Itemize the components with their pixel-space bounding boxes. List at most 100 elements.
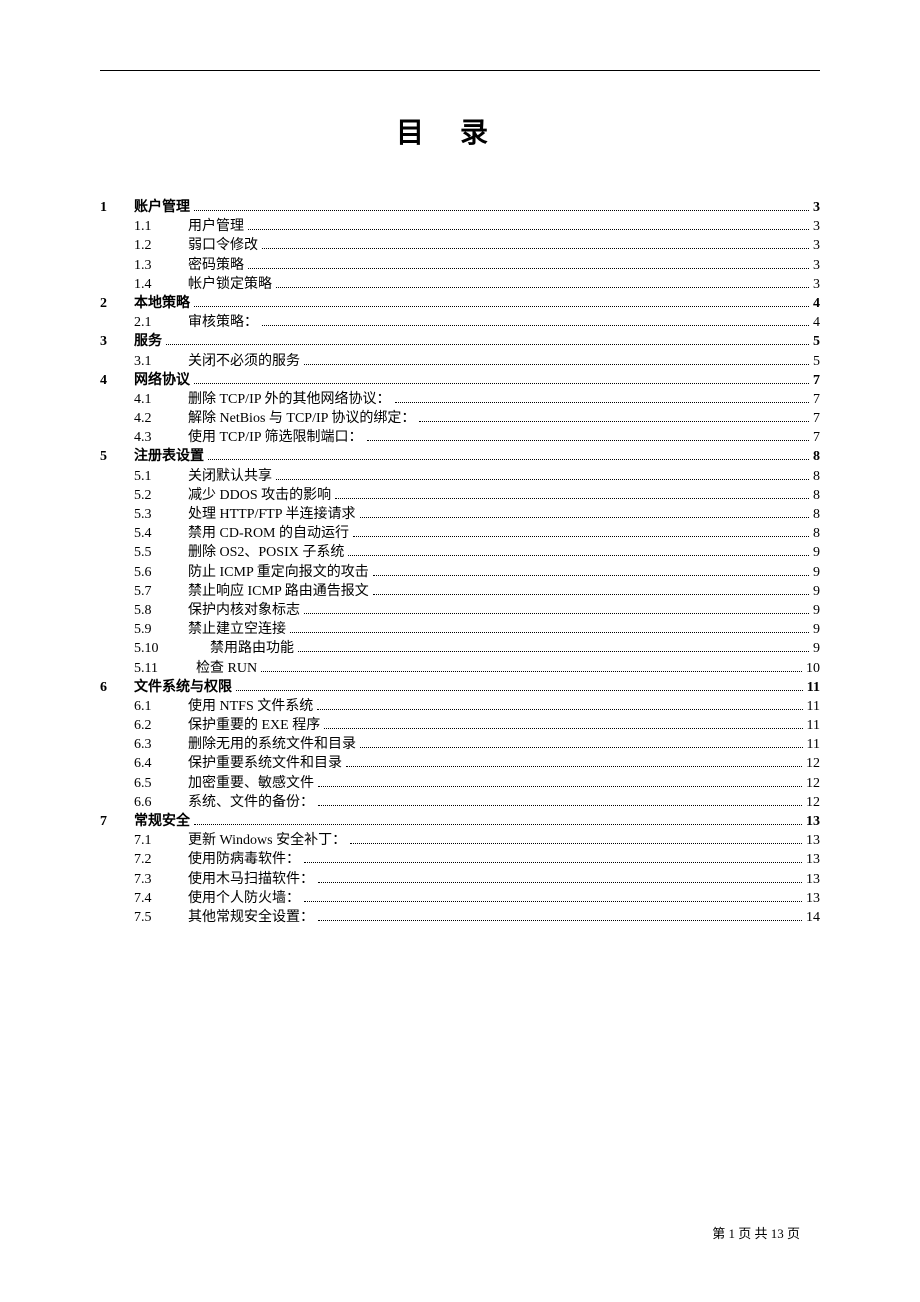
subsection-page-number: 11 bbox=[807, 719, 820, 733]
subsection-page-number: 13 bbox=[806, 892, 820, 906]
footer-mid: 页 共 bbox=[735, 1226, 771, 1241]
toc-subsection-row: 6.3删除无用的系统文件和目录11 bbox=[100, 738, 820, 752]
subsection-page-number: 9 bbox=[813, 566, 820, 580]
toc-section-row: 5注册表设置8 bbox=[100, 450, 820, 464]
subsection-title: 保护重要系统文件和目录 bbox=[188, 757, 342, 771]
toc-subsection-row: 6.6系统、文件的备份：12 bbox=[100, 796, 820, 810]
subsection-number: 5.7 bbox=[134, 585, 188, 599]
subsection-page-number: 8 bbox=[813, 508, 820, 522]
subsection-number: 1.1 bbox=[134, 220, 188, 234]
toc-subsection-row: 7.5其他常规安全设置：14 bbox=[100, 911, 820, 925]
subsection-number: 6.5 bbox=[134, 777, 188, 791]
subsection-page-number: 9 bbox=[813, 642, 820, 656]
subsection-page-number: 8 bbox=[813, 470, 820, 484]
leader-dots bbox=[261, 662, 802, 672]
subsection-number: 4.1 bbox=[134, 393, 188, 407]
section-page-number: 5 bbox=[813, 335, 820, 349]
section-title: 常规安全 bbox=[134, 815, 190, 829]
subsection-number: 7.1 bbox=[134, 834, 188, 848]
subsection-number: 5.9 bbox=[134, 623, 188, 637]
leader-dots bbox=[373, 566, 809, 576]
subsection-title: 使用木马扫描软件： bbox=[188, 873, 314, 887]
section-number: 3 bbox=[100, 335, 134, 349]
subsection-page-number: 10 bbox=[806, 662, 820, 676]
toc-subsection-row: 6.1使用 NTFS 文件系统11 bbox=[100, 700, 820, 714]
subsection-number: 3.1 bbox=[134, 355, 188, 369]
subsection-page-number: 12 bbox=[806, 777, 820, 791]
subsection-title: 减少 DDOS 攻击的影响 bbox=[188, 489, 331, 503]
leader-dots bbox=[276, 278, 809, 288]
footer-total-pages: 13 bbox=[771, 1226, 784, 1241]
table-of-contents: 1账户管理31.1用户管理31.2弱口令修改31.3密码策略31.4帐户锁定策略… bbox=[100, 201, 820, 925]
leader-dots bbox=[262, 316, 809, 326]
leader-dots bbox=[318, 796, 802, 806]
section-page-number: 11 bbox=[807, 681, 820, 695]
subsection-page-number: 9 bbox=[813, 546, 820, 560]
toc-section-row: 4网络协议7 bbox=[100, 374, 820, 388]
top-rule bbox=[100, 70, 820, 71]
leader-dots bbox=[166, 336, 809, 346]
subsection-number: 1.2 bbox=[134, 239, 188, 253]
leader-dots bbox=[317, 700, 802, 710]
subsection-page-number: 7 bbox=[813, 393, 820, 407]
toc-subsection-row: 1.3密码策略3 bbox=[100, 259, 820, 273]
section-title: 账户管理 bbox=[134, 201, 190, 215]
subsection-page-number: 9 bbox=[813, 623, 820, 637]
toc-subsection-row: 4.3使用 TCP/IP 筛选限制端口：7 bbox=[100, 431, 820, 445]
toc-subsection-row: 5.5删除 OS2、POSIX 子系统 9 bbox=[100, 546, 820, 560]
subsection-title: 防止 ICMP 重定向报文的攻击 bbox=[188, 566, 369, 580]
section-page-number: 3 bbox=[813, 201, 820, 215]
toc-subsection-row: 5.7禁止响应 ICMP 路由通告报文9 bbox=[100, 585, 820, 599]
subsection-page-number: 11 bbox=[807, 738, 820, 752]
subsection-page-number: 7 bbox=[813, 431, 820, 445]
subsection-title: 其他常规安全设置： bbox=[188, 911, 314, 925]
document-page: 目录 1账户管理31.1用户管理31.2弱口令修改31.3密码策略31.4帐户锁… bbox=[0, 0, 920, 1302]
subsection-page-number: 9 bbox=[813, 604, 820, 618]
leader-dots bbox=[348, 547, 809, 557]
section-page-number: 7 bbox=[813, 374, 820, 388]
subsection-title: 禁止建立空连接 bbox=[188, 623, 286, 637]
toc-subsection-row: 7.1更新 Windows 安全补丁： 13 bbox=[100, 834, 820, 848]
subsection-title: 保护重要的 EXE 程序 bbox=[188, 719, 320, 733]
subsection-page-number: 4 bbox=[813, 316, 820, 330]
toc-subsection-row: 6.2保护重要的 EXE 程序11 bbox=[100, 719, 820, 733]
footer-suffix: 页 bbox=[784, 1226, 800, 1241]
subsection-page-number: 11 bbox=[807, 700, 820, 714]
subsection-page-number: 13 bbox=[806, 834, 820, 848]
section-page-number: 13 bbox=[806, 815, 820, 829]
toc-subsection-row: 7.3使用木马扫描软件：13 bbox=[100, 873, 820, 887]
toc-subsection-row: 7.4使用个人防火墙：13 bbox=[100, 892, 820, 906]
subsection-number: 5.1 bbox=[134, 470, 188, 484]
subsection-title: 更新 Windows 安全补丁： bbox=[188, 834, 346, 848]
leader-dots bbox=[373, 585, 809, 595]
subsection-number: 7.3 bbox=[134, 873, 188, 887]
page-title: 目录 bbox=[100, 111, 820, 151]
subsection-number: 1.4 bbox=[134, 278, 188, 292]
subsection-title: 用户管理 bbox=[188, 220, 244, 234]
subsection-title: 系统、文件的备份： bbox=[188, 796, 314, 810]
leader-dots bbox=[194, 374, 809, 384]
section-title: 注册表设置 bbox=[134, 450, 204, 464]
subsection-page-number: 9 bbox=[813, 585, 820, 599]
leader-dots bbox=[298, 643, 809, 653]
section-number: 6 bbox=[100, 681, 134, 695]
subsection-number: 2.1 bbox=[134, 316, 188, 330]
subsection-title: 解除 NetBios 与 TCP/IP 协议的绑定： bbox=[188, 412, 415, 426]
subsection-page-number: 3 bbox=[813, 239, 820, 253]
toc-subsection-row: 5.4禁用 CD-ROM 的自动运行8 bbox=[100, 527, 820, 541]
toc-subsection-row: 5.2减少 DDOS 攻击的影响8 bbox=[100, 489, 820, 503]
toc-subsection-row: 5.10禁用路由功能9 bbox=[100, 642, 820, 656]
toc-subsection-row: 5.11检查 RUN10 bbox=[100, 662, 820, 676]
leader-dots bbox=[318, 873, 802, 883]
subsection-number: 5.6 bbox=[134, 566, 188, 580]
toc-subsection-row: 5.8保护内核对象标志9 bbox=[100, 604, 820, 618]
subsection-title: 帐户锁定策略 bbox=[188, 278, 272, 292]
subsection-title: 使用 NTFS 文件系统 bbox=[188, 700, 313, 714]
subsection-title: 检查 RUN bbox=[196, 662, 257, 676]
subsection-title: 删除 OS2、POSIX 子系统 bbox=[188, 546, 344, 560]
subsection-number: 5.5 bbox=[134, 546, 188, 560]
subsection-number: 7.2 bbox=[134, 853, 188, 867]
subsection-title: 加密重要、敏感文件 bbox=[188, 777, 314, 791]
leader-dots bbox=[304, 854, 802, 864]
leader-dots bbox=[395, 393, 810, 403]
